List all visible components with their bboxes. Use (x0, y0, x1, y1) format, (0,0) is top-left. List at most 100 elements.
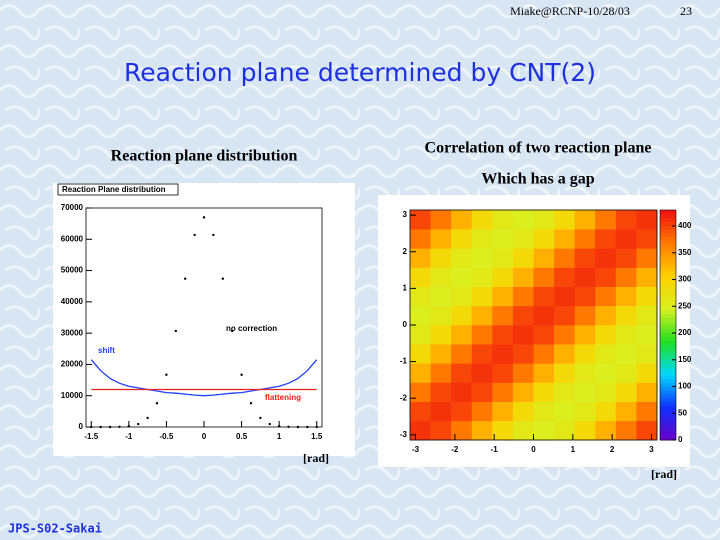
heat-cell (430, 325, 452, 345)
colorbar-step (660, 275, 676, 280)
data-point (202, 216, 206, 219)
data-point (240, 373, 243, 376)
heat-cell (595, 305, 617, 326)
heat-cell (554, 267, 575, 287)
colorbar-tick-label: 100 (678, 382, 692, 391)
data-point (259, 416, 262, 420)
data-point (146, 416, 149, 420)
heat-cell (574, 420, 596, 441)
right-heading: Correlation of two reaction plane (425, 140, 652, 157)
x-tick-label: 1 (571, 445, 576, 454)
heat-cell (451, 382, 473, 402)
x-tick-label: -1 (125, 432, 133, 441)
colorbar-step (660, 432, 676, 437)
x-tick-label: -0.5 (160, 432, 174, 441)
heat-cell (512, 210, 534, 230)
author: Miake@RCNP-10/28/03 (510, 4, 630, 18)
data-point (212, 233, 215, 237)
colorbar-step (660, 363, 676, 368)
x-tick-label: -1 (491, 445, 499, 454)
colorbar-step (660, 371, 676, 376)
heat-cell (451, 229, 473, 249)
heat-cell (595, 229, 617, 249)
colorbar-step (660, 263, 676, 268)
heat-cell (533, 344, 555, 364)
heat-cell (471, 325, 493, 345)
heat-cell (512, 267, 534, 287)
x-tick-label: 0 (531, 445, 536, 454)
heat-cell (636, 382, 658, 402)
data-point (174, 329, 178, 333)
y-tick-label: -2 (400, 393, 408, 402)
colorbar-tick-label: 200 (678, 328, 692, 337)
heat-cell (554, 210, 575, 230)
heat-cell (512, 401, 534, 422)
heat-cell (471, 286, 493, 307)
left-heading: Reaction plane distribution (111, 148, 298, 165)
heat-cell (410, 248, 431, 268)
heat-cell (615, 210, 637, 230)
series-label: shift (98, 346, 115, 355)
heat-cell (512, 382, 534, 402)
data-point (193, 233, 196, 237)
hist-title-box (57, 183, 179, 196)
colorbar-step (660, 221, 676, 226)
colorbar-tick-label: 400 (678, 221, 692, 230)
colorbar-step (660, 302, 676, 307)
x-tick-label: -1.5 (84, 432, 98, 441)
colorbar-step (660, 351, 676, 357)
data-point (230, 329, 234, 333)
heat-cell (492, 325, 514, 345)
colorbar-step (660, 217, 676, 222)
colorbar-step (660, 233, 676, 238)
heat-cell (574, 344, 596, 364)
heat-cell (410, 420, 431, 441)
colorbar-step (660, 386, 676, 391)
data-point (306, 425, 309, 429)
heat-cell (451, 210, 473, 230)
heat-cell (636, 286, 658, 307)
data-point (277, 424, 281, 428)
heat-cell (430, 344, 452, 364)
heat-cell (430, 382, 452, 402)
colorbar-step (660, 348, 676, 353)
colorbar-step (660, 332, 676, 337)
heat-cell (636, 248, 658, 268)
heat-cell (595, 210, 617, 230)
heat-cell (430, 420, 452, 441)
heat-cell (471, 420, 493, 441)
heat-cell (430, 401, 452, 422)
heat-cell (533, 229, 555, 249)
heat-cell (595, 267, 617, 287)
colorbar-step (660, 294, 676, 299)
colorbar-step (660, 259, 676, 265)
colorbar-step (660, 401, 676, 406)
heat-cell (595, 420, 617, 441)
footer: JPS-S02-Sakai (8, 522, 102, 536)
heat-cell (554, 401, 575, 422)
y-tick-label: 70000 (61, 203, 84, 212)
x-tick-label: -2 (451, 445, 459, 454)
heat-cell (615, 363, 637, 383)
heat-cell (615, 401, 637, 422)
heat-cell (410, 344, 431, 364)
data-point (137, 422, 140, 426)
heat-cell (595, 325, 617, 345)
page-number: 23 (680, 4, 692, 18)
heat-cell (574, 210, 596, 230)
heat-cell (636, 420, 658, 441)
data-point (118, 425, 121, 429)
colorbar-step (660, 336, 676, 341)
x-axis-label: [rad] (651, 467, 677, 481)
heat-cell (636, 210, 658, 230)
heat-cell (533, 420, 555, 441)
heat-cell (636, 267, 658, 287)
heat-cell (554, 363, 575, 383)
heat-cell (410, 305, 431, 326)
colorbar-step (660, 271, 676, 276)
heat-cell (451, 401, 473, 422)
data-point (184, 277, 187, 280)
x-axis-label: [rad] (303, 451, 329, 465)
heat-cell (615, 229, 637, 249)
x-tick-label: 3 (649, 445, 654, 454)
